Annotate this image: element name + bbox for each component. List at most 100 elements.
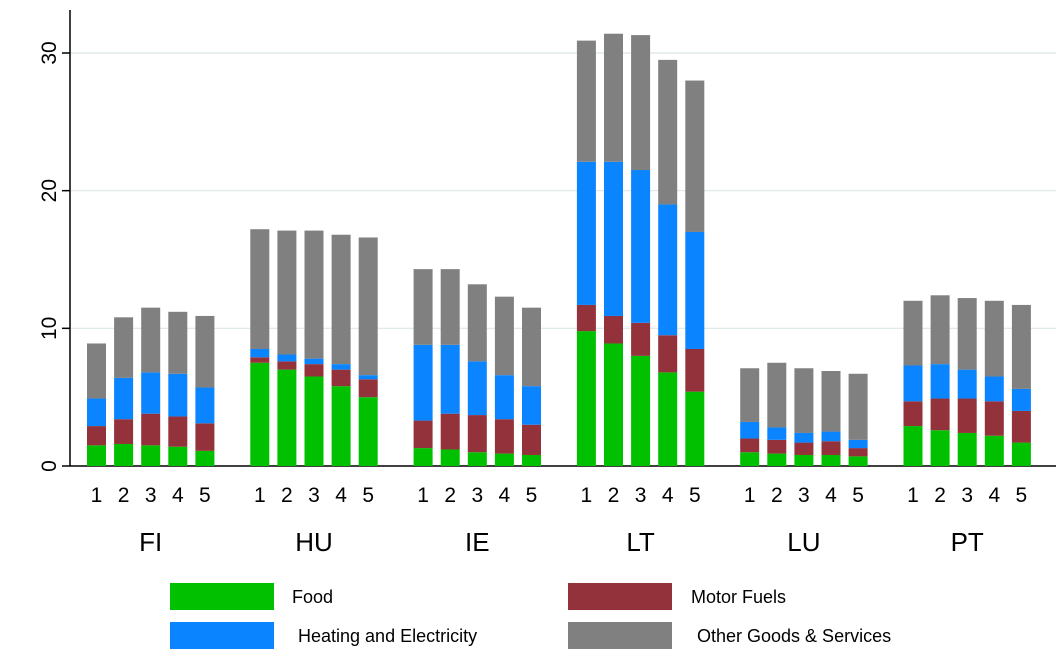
bar-lu-1-heating-and-electricity: [740, 421, 760, 439]
bar-lt-1-heating-and-electricity: [576, 161, 596, 305]
bar-hu-4-other-goods-services: [331, 234, 351, 365]
bar-lu-5-other-goods-services: [848, 373, 868, 440]
bar-ie-2-motor-fuels: [440, 413, 460, 450]
legend-label-food: Food: [292, 587, 333, 607]
bar-ie-1-motor-fuels: [413, 420, 433, 449]
bar-hu-1-heating-and-electricity: [250, 348, 270, 358]
bar-lu-2-food: [767, 453, 787, 466]
bar-lu-3-other-goods-services: [794, 368, 814, 433]
bar-ie-3-food: [467, 452, 487, 466]
bar-lt-3-other-goods-services: [631, 35, 651, 171]
bar-ie-5-motor-fuels: [522, 424, 541, 455]
bar-hu-5-food: [358, 397, 378, 466]
bar-lt-2-food: [604, 343, 623, 466]
bar-hu-4-motor-fuels: [331, 369, 351, 387]
bar-ie-3-heating-and-electricity: [467, 361, 487, 416]
x-tick-label-lt-3: 3: [635, 484, 647, 507]
bar-fi-2-heating-and-electricity: [114, 377, 134, 420]
x-tick-label-fi-2: 2: [118, 484, 130, 507]
bar-pt-4-heating-and-electricity: [984, 376, 1004, 402]
bar-pt-3-other-goods-services: [957, 298, 977, 370]
bar-lu-4-heating-and-electricity: [821, 431, 841, 442]
bar-ie-5-other-goods-services: [522, 307, 541, 387]
x-tick-label-hu-2: 2: [281, 484, 293, 507]
bar-lt-5-motor-fuels: [685, 348, 705, 392]
bar-fi-4-food: [168, 446, 188, 466]
x-tick-label-ie-2: 2: [444, 484, 456, 507]
bar-lu-5-motor-fuels: [848, 448, 868, 457]
x-tick-label-lu-3: 3: [798, 484, 810, 507]
bar-pt-5-heating-and-electricity: [1011, 388, 1031, 411]
bar-fi-1-other-goods-services: [87, 343, 106, 399]
bar-hu-1-other-goods-services: [250, 229, 270, 349]
bar-ie-1-heating-and-electricity: [413, 344, 433, 421]
bar-pt-2-other-goods-services: [930, 295, 950, 365]
bar-hu-4-heating-and-electricity: [331, 364, 351, 370]
bar-lu-4-other-goods-services: [821, 371, 841, 432]
bar-lu-4-food: [821, 454, 841, 466]
legend-item-other-goods-services: Other Goods & Services: [568, 622, 891, 649]
bar-fi-3-heating-and-electricity: [141, 372, 161, 414]
bar-fi-1-motor-fuels: [87, 426, 106, 446]
bar-hu-2-motor-fuels: [277, 361, 297, 370]
x-tick-label-hu-5: 5: [362, 484, 374, 507]
bar-lt-5-other-goods-services: [685, 80, 705, 232]
bar-fi-5-motor-fuels: [195, 423, 215, 451]
x-tick-label-hu-1: 1: [254, 484, 266, 507]
bar-lt-4-other-goods-services: [658, 59, 678, 205]
x-tick-label-fi-1: 1: [91, 484, 103, 507]
bar-hu-4-food: [331, 386, 351, 466]
bar-fi-2-food: [114, 443, 134, 466]
bar-hu-3-motor-fuels: [304, 364, 324, 377]
bar-hu-1-motor-fuels: [250, 357, 270, 363]
x-tick-label-lt-1: 1: [581, 484, 593, 507]
x-tick-label-lu-4: 4: [825, 484, 837, 507]
gridlines: [70, 52, 1056, 467]
x-tick-label-hu-4: 4: [335, 484, 347, 507]
bar-pt-5-food: [1011, 442, 1031, 466]
bar-lt-1-other-goods-services: [576, 40, 596, 162]
bar-lt-2-motor-fuels: [604, 315, 623, 344]
x-tick-label-ie-3: 3: [471, 484, 483, 507]
legend-item-motor-fuels: Motor Fuels: [568, 583, 786, 610]
bar-ie-3-other-goods-services: [467, 284, 487, 362]
bar-fi-4-other-goods-services: [168, 311, 188, 374]
bar-pt-2-food: [930, 430, 950, 466]
x-tick-label-pt-2: 2: [934, 484, 946, 507]
legend-swatch-motor-fuels: [568, 583, 672, 610]
x-tick-label-ie-1: 1: [417, 484, 429, 507]
bar-lu-2-other-goods-services: [767, 362, 787, 428]
bar-fi-2-motor-fuels: [114, 419, 134, 444]
legend-item-heating-electricity: Heating and Electricity: [170, 622, 477, 649]
bar-hu-3-food: [304, 376, 324, 466]
bar-pt-3-food: [957, 432, 977, 466]
bar-ie-1-other-goods-services: [413, 269, 433, 345]
bar-ie-4-food: [494, 453, 514, 466]
bar-ie-4-other-goods-services: [494, 296, 514, 376]
bar-lu-3-heating-and-electricity: [794, 432, 814, 443]
x-tick-label-pt-4: 4: [988, 484, 1000, 507]
bar-lt-5-heating-and-electricity: [685, 231, 705, 349]
bar-fi-5-heating-and-electricity: [195, 387, 215, 424]
bars: [87, 33, 1031, 466]
legend-swatch-other-goods-services: [568, 622, 672, 649]
bar-lu-3-food: [794, 454, 814, 466]
bar-fi-4-heating-and-electricity: [168, 373, 188, 417]
bar-lu-1-motor-fuels: [740, 438, 760, 453]
legend-swatch-heating-electricity: [170, 622, 274, 649]
group-label-fi: FI: [139, 527, 162, 557]
bar-lu-2-heating-and-electricity: [767, 427, 787, 440]
y-tick-label-20: 20: [38, 179, 61, 202]
group-label-lu: LU: [787, 527, 820, 557]
x-tick-label-lt-2: 2: [608, 484, 620, 507]
x-tick-label-lu-1: 1: [744, 484, 756, 507]
bar-lt-3-food: [631, 355, 651, 466]
bar-lt-3-motor-fuels: [631, 322, 651, 356]
bar-hu-3-heating-and-electricity: [304, 358, 324, 365]
bar-fi-1-heating-and-electricity: [87, 398, 106, 427]
group-label-hu: HU: [295, 527, 333, 557]
bar-fi-5-food: [195, 450, 215, 466]
bar-hu-5-other-goods-services: [358, 237, 378, 376]
bar-lt-4-heating-and-electricity: [658, 204, 678, 336]
